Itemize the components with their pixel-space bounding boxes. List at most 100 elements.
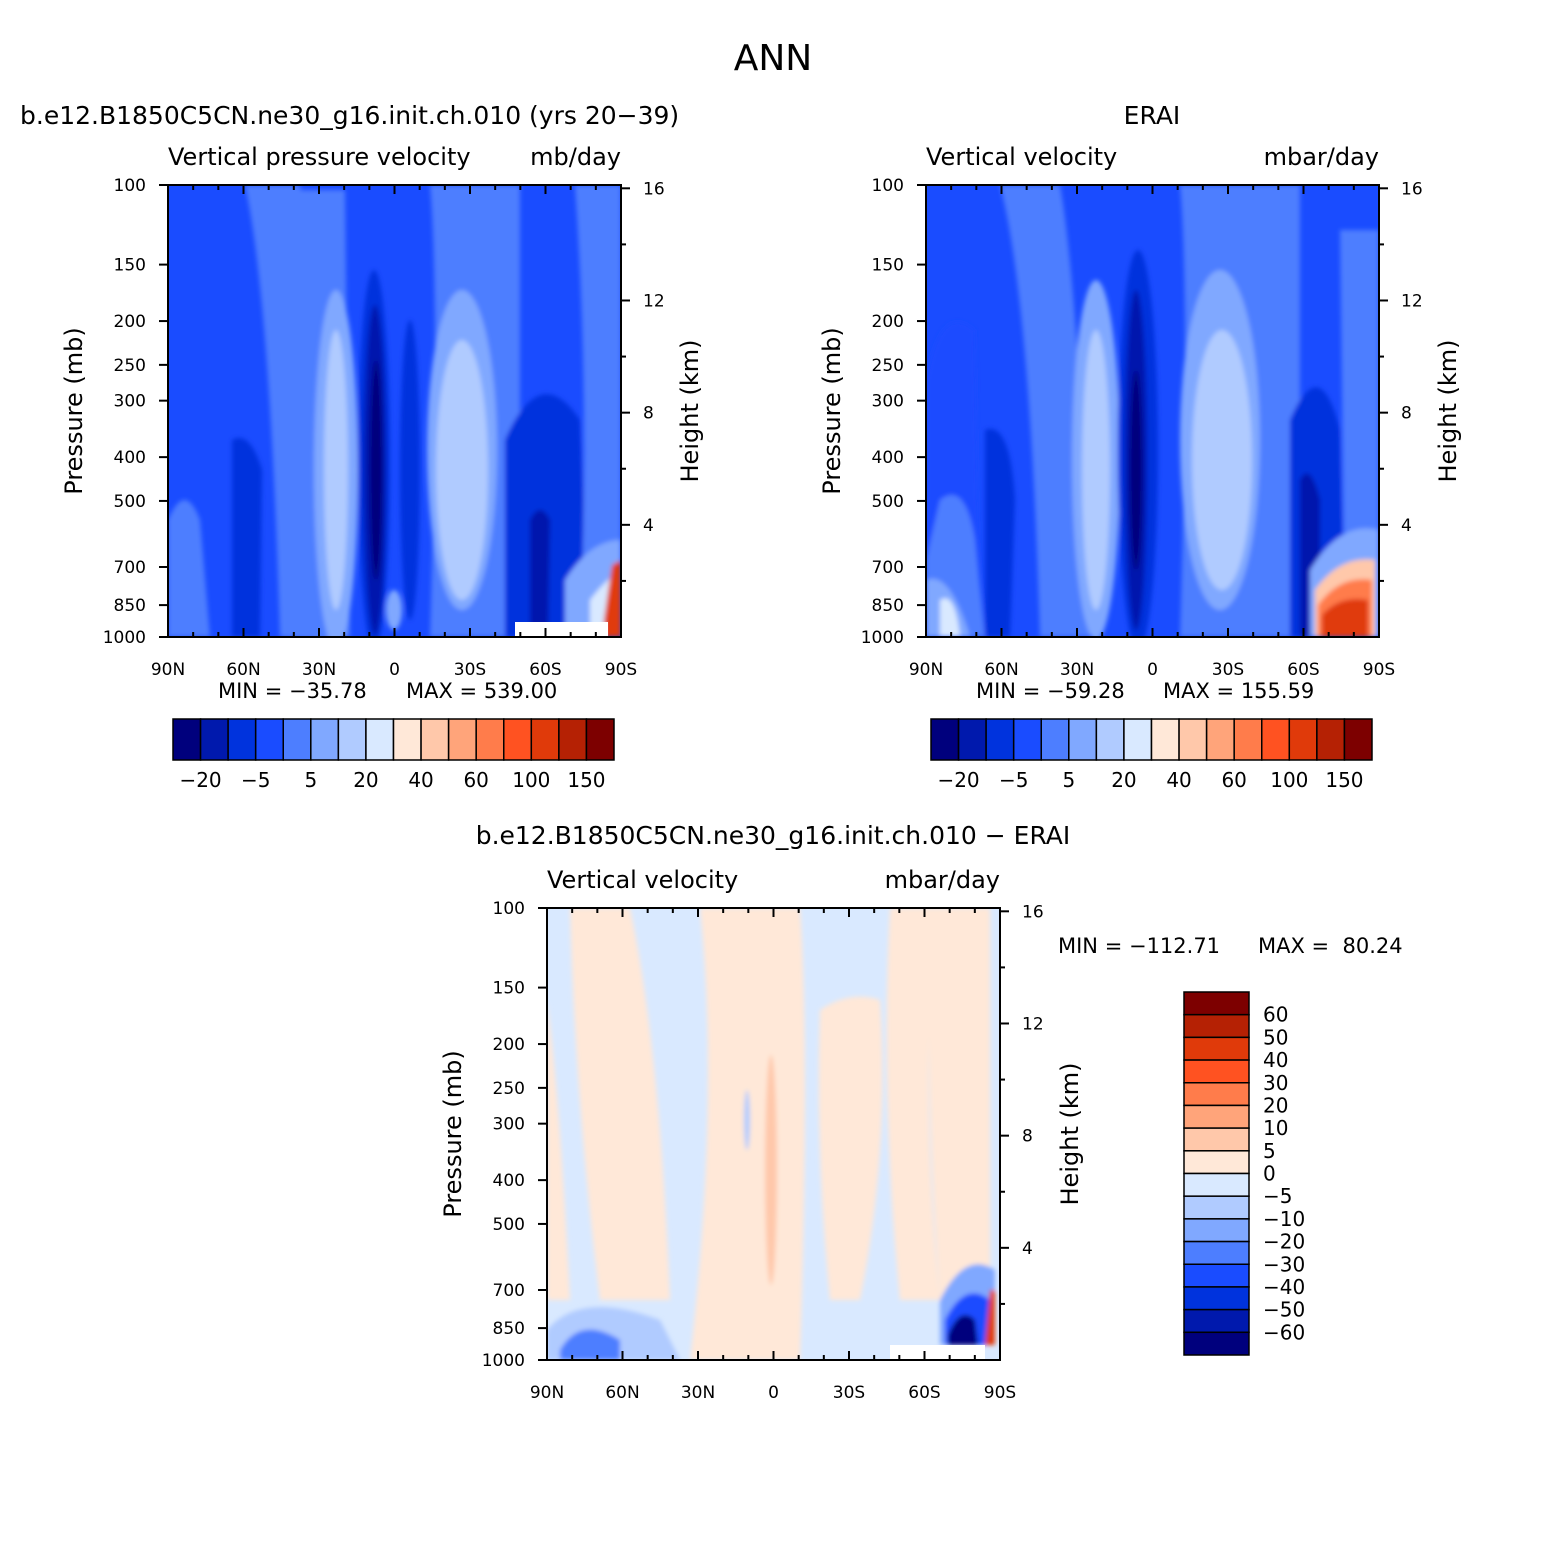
y2-tick-label: 16 — [1401, 179, 1423, 199]
colorbar-swatch — [930, 718, 960, 761]
colorbar-swatch — [1183, 1263, 1250, 1288]
colorbar-label: 150 — [1325, 768, 1363, 792]
y2-tick-label: 12 — [1022, 1014, 1044, 1034]
contour-fill — [928, 908, 990, 1300]
colorbar-label: −20 — [937, 768, 979, 792]
colorbar-label: 60 — [1221, 768, 1246, 792]
colorbar-label: −5 — [1263, 1184, 1292, 1208]
contour-fill — [1130, 370, 1142, 570]
y2-tick-label: 8 — [1022, 1127, 1033, 1147]
panel-obs-ylabel: Pressure (mb) — [818, 327, 846, 494]
colorbar-label: −10 — [1263, 1207, 1305, 1231]
colorbar-swatch — [447, 718, 477, 761]
colorbar-swatch — [1183, 1013, 1250, 1039]
colorbar-swatch — [985, 718, 1015, 761]
colorbar-label: −30 — [1263, 1252, 1305, 1276]
colorbar-swatch — [1183, 1082, 1250, 1107]
panel-model-subtitle-left: Vertical pressure velocity — [168, 143, 471, 171]
contour-fill — [400, 320, 420, 620]
colorbar-swatch — [1183, 1127, 1250, 1152]
panel-diff-contours — [547, 908, 1000, 1360]
y2-tick-label: 8 — [643, 404, 654, 424]
colorbar-swatch — [1183, 1286, 1250, 1311]
figure-title: ANN — [734, 38, 813, 79]
colorbar-label: 10 — [1263, 1116, 1288, 1140]
y-tick-label: 700 — [114, 558, 146, 578]
y-tick-label: 100 — [493, 899, 525, 919]
panel-model-min: MIN = −35.78 — [218, 679, 367, 703]
colorbar-swatch — [420, 718, 450, 761]
colorbar-label: 20 — [1111, 768, 1136, 792]
contour-fill — [744, 1090, 750, 1150]
panel-diff-title: b.e12.B1850C5CN.ne30_g16.init.ch.010 − E… — [476, 821, 1071, 850]
y-tick-label: 850 — [114, 596, 146, 616]
colorbar-swatch — [1233, 718, 1263, 761]
colorbar-swatch — [530, 718, 560, 761]
panel-obs-subtitle-left: Vertical velocity — [926, 143, 1117, 171]
panel-diff-subtitle-left: Vertical velocity — [547, 866, 738, 894]
panel-diff-min: MIN = −112.71 — [1058, 934, 1220, 958]
y-tick-label: 250 — [493, 1079, 525, 1099]
colorbar-swatch — [1183, 1172, 1250, 1197]
colorbar-swatch — [1095, 718, 1125, 761]
colorbar-swatch — [254, 718, 284, 761]
y2-tick-label: 16 — [1022, 902, 1044, 922]
colorbar-label: 0 — [1263, 1162, 1276, 1186]
panel-diff-y2label: Height (km) — [1056, 1063, 1084, 1206]
y-tick-label: 700 — [872, 558, 904, 578]
x-tick-label: 60S — [908, 1383, 940, 1403]
colorbar-swatch — [1205, 718, 1235, 761]
contour-fill — [985, 1290, 995, 1345]
colorbar-swatch — [392, 718, 422, 761]
colorbar-swatch — [585, 718, 615, 761]
panel-obs-max: MAX = 155.59 — [1163, 679, 1314, 703]
contour-fill — [168, 500, 210, 637]
y2-tick-label: 4 — [1022, 1239, 1033, 1259]
colorbar-swatch — [199, 718, 229, 761]
x-tick-label: 90S — [1363, 660, 1395, 680]
panel-model-subtitle-right: mb/day — [530, 143, 621, 171]
y-tick-label: 500 — [493, 1215, 525, 1235]
x-tick-label: 60N — [605, 1383, 639, 1403]
colorbar-swatch — [282, 718, 312, 761]
x-tick-label: 90N — [530, 1383, 564, 1403]
colorbar-swatch — [1183, 1308, 1250, 1334]
missing-data-region — [890, 1345, 985, 1360]
y-tick-label: 500 — [114, 492, 146, 512]
panel-obs-contours — [926, 185, 1379, 637]
colorbar-swatch — [227, 718, 257, 761]
contour-fill — [604, 560, 621, 637]
panel-obs-colorbar: −20 −5 5 20 40 60 100 150 — [930, 718, 1373, 792]
y-tick-label: 100 — [114, 176, 146, 196]
colorbar-swatch — [1183, 1218, 1250, 1243]
colorbar-swatch — [1343, 718, 1373, 761]
y-tick-label: 150 — [872, 256, 904, 276]
colorbar-label: 20 — [1263, 1093, 1288, 1117]
panel-model-ylabel: Pressure (mb) — [60, 327, 88, 494]
colorbar-label: −5 — [241, 768, 270, 792]
colorbar-swatch — [1123, 718, 1153, 761]
colorbar-swatch — [1288, 718, 1318, 761]
colorbar-swatch — [1183, 991, 1250, 1016]
y-tick-label: 200 — [114, 312, 146, 332]
y-tick-label: 250 — [114, 356, 146, 376]
colorbar-swatch — [1178, 718, 1208, 761]
panel-model-axes: 90N 60N 30N 0 30S 60S 90S 100 150 200 250 300 400 500… — [103, 176, 665, 680]
colorbar-swatch — [1183, 1240, 1250, 1265]
y-tick-label: 700 — [493, 1281, 525, 1301]
panel-obs-axes: 90N 60N 30N 0 30S 60S 90S 100 150 200 250 300 400 500… — [861, 176, 1423, 680]
colorbar-swatch — [1316, 718, 1346, 761]
colorbar-label: −5 — [999, 768, 1028, 792]
contour-fill — [370, 360, 382, 580]
x-tick-label: 90N — [151, 660, 185, 680]
y2-tick-label: 12 — [1401, 291, 1423, 311]
y-tick-label: 200 — [493, 1035, 525, 1055]
colorbar-label: 5 — [1062, 768, 1075, 792]
colorbar-label: 30 — [1263, 1071, 1288, 1095]
colorbar-label: 5 — [1263, 1139, 1276, 1163]
colorbar-label: 60 — [1263, 1003, 1288, 1027]
missing-data-region — [515, 622, 608, 637]
colorbar-swatch — [1183, 1059, 1250, 1084]
y2-tick-label: 4 — [1401, 516, 1412, 536]
